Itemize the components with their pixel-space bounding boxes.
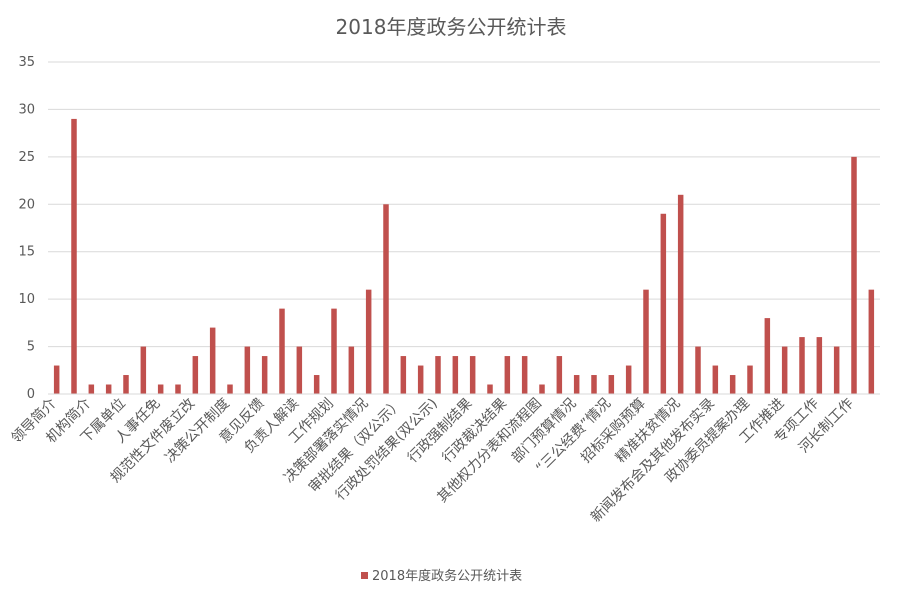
y-tick-label: 20 xyxy=(18,197,35,212)
bar xyxy=(348,346,355,394)
bar xyxy=(261,356,268,394)
bar xyxy=(140,346,147,394)
y-tick-label: 0 xyxy=(27,387,35,402)
bar xyxy=(227,384,233,394)
bar xyxy=(123,375,129,394)
y-tick-label: 30 xyxy=(18,102,35,117)
bar xyxy=(868,289,875,394)
bar xyxy=(573,375,580,394)
bar xyxy=(452,356,459,394)
bar xyxy=(608,375,615,394)
bar xyxy=(417,365,424,394)
legend-label: 2018年度政务公开统计表 xyxy=(372,568,522,584)
chart-title: 2018年度政务公开统计表 xyxy=(336,15,567,39)
bar xyxy=(192,356,199,394)
y-tick-label: 35 xyxy=(18,55,35,70)
bar xyxy=(556,356,563,394)
bar xyxy=(816,337,823,394)
y-tick-label: 15 xyxy=(18,245,35,260)
y-tick-label: 25 xyxy=(18,150,35,165)
bar xyxy=(296,346,303,394)
bar xyxy=(209,327,216,394)
bar xyxy=(383,204,389,394)
bar xyxy=(729,375,736,394)
x-axis-labels: 领导简介机构简介下属单位人事任免规范性文件废立改决策公开制度意见反馈负责人解读工… xyxy=(8,395,857,526)
bar xyxy=(591,375,597,394)
bar xyxy=(504,356,511,394)
bar xyxy=(625,365,632,394)
bar xyxy=(105,384,112,394)
bar xyxy=(313,375,320,394)
bar xyxy=(747,365,753,394)
bar xyxy=(175,384,181,394)
bar xyxy=(833,346,840,394)
bar xyxy=(53,365,60,394)
bar xyxy=(677,194,684,394)
bar xyxy=(695,346,701,394)
bar xyxy=(539,384,545,394)
bar xyxy=(331,308,337,394)
bar xyxy=(521,356,528,394)
bar xyxy=(400,356,407,394)
bar xyxy=(365,289,372,394)
bar xyxy=(88,384,95,394)
bar xyxy=(435,356,441,394)
gridlines xyxy=(48,61,880,348)
bar xyxy=(244,346,251,394)
bar xyxy=(660,213,667,394)
bar xyxy=(469,356,476,394)
bar-series xyxy=(53,118,875,394)
bar xyxy=(851,156,857,394)
bar xyxy=(799,337,805,394)
y-tick-label: 5 xyxy=(27,340,35,355)
bar xyxy=(71,118,77,394)
bar xyxy=(157,384,164,394)
legend: 2018年度政务公开统计表 xyxy=(361,568,522,584)
bar xyxy=(487,384,493,394)
bar xyxy=(712,365,719,394)
legend-swatch xyxy=(361,572,368,579)
bar xyxy=(643,289,649,394)
y-tick-label: 10 xyxy=(18,292,35,307)
bar xyxy=(781,346,788,394)
bar xyxy=(279,308,285,394)
y-axis-ticks: 0 5 10 15 20 25 30 35 xyxy=(18,55,35,402)
bar xyxy=(764,318,771,394)
